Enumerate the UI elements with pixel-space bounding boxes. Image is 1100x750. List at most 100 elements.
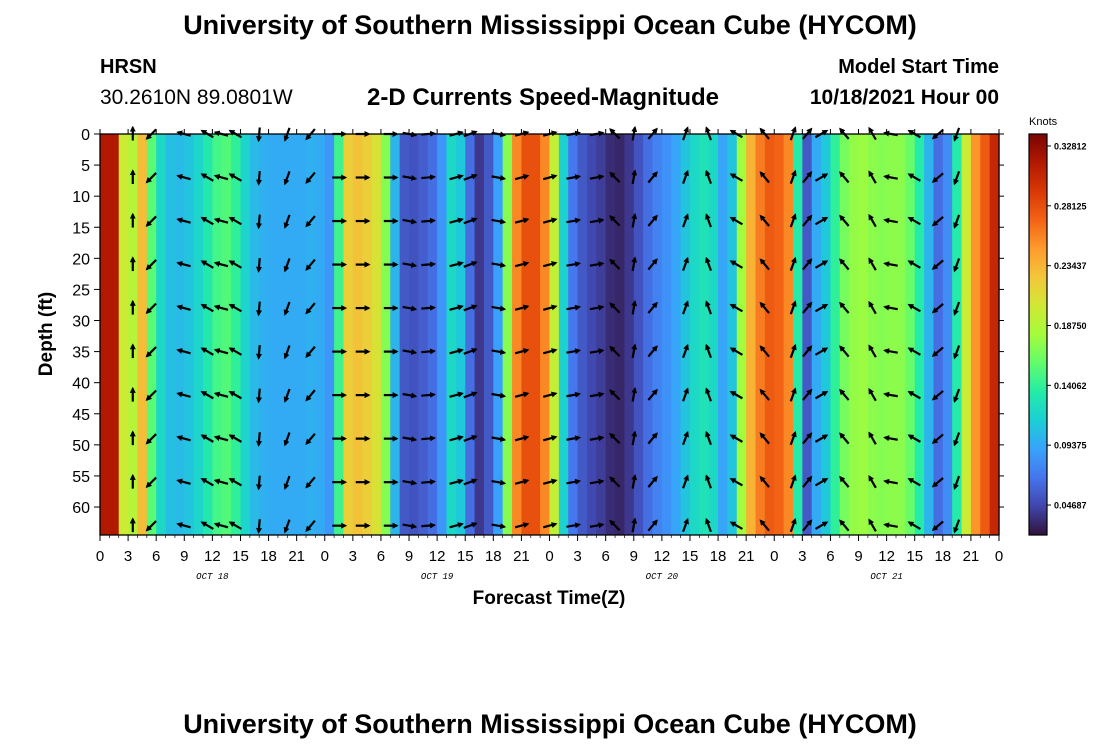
y-tick-label: 35 [72,345,90,362]
current-vector-arrow [402,218,418,225]
heatmap-cell [961,134,972,535]
current-vector-arrow [228,434,242,443]
current-vector-arrow [759,171,770,184]
current-vector-arrow [213,435,229,442]
x-tick-label: 3 [124,548,132,565]
current-vector-arrow [421,261,437,268]
model-start-label: Model Start Time [838,56,999,78]
current-vector-arrow [256,345,262,360]
current-vector-arrow [729,434,743,443]
y-tick-label: 25 [72,282,90,299]
current-vector-arrow [759,301,770,314]
x-tick-label: 15 [906,548,923,565]
x-tick-label: 6 [152,548,160,565]
current-vector-arrow [839,258,850,271]
heatmap-cell [933,134,944,535]
current-vector-arrow [542,522,558,529]
current-vector-arrow [814,390,829,400]
current-vector-arrow [514,391,530,398]
heatmap-cell [371,134,382,535]
current-vector-arrow [802,301,813,314]
heatmap-cell [540,134,551,535]
x-tick-label: 21 [963,548,980,565]
heatmap-cell [399,134,410,535]
heatmap-cell [811,134,822,535]
day-label: OCT 19 [421,572,454,582]
current-vector-arrow [402,174,418,181]
current-vector-arrow [759,475,770,488]
current-vector-arrow [449,522,464,529]
heatmap-cell [952,134,963,535]
x-tick-label: 0 [770,548,778,565]
current-vector-arrow [609,171,621,183]
heatmap-cell [680,134,691,535]
current-vector-arrow [402,523,418,530]
heatmap-cell [849,134,860,535]
x-tick-label: 9 [630,548,638,565]
current-vector-arrow [631,256,638,272]
x-tick-label: 6 [602,548,610,565]
current-vector-arrow [145,433,157,445]
current-vector-arrow [514,435,530,442]
current-vector-arrow [589,217,605,224]
current-vector-arrow [609,476,621,488]
current-vector-arrow [542,348,558,355]
current-vector-arrow [759,519,770,532]
current-vector-arrow [283,171,291,186]
current-vector-arrow [789,169,797,185]
current-vector-arrow [802,432,813,445]
current-vector-arrow [463,478,478,486]
current-vector-arrow [802,258,813,271]
heatmap-cell [324,134,335,535]
heatmap-cell [970,134,981,535]
y-tick-label: 5 [81,158,90,175]
current-vector-arrow [814,216,829,226]
current-vector-arrow [759,388,770,401]
current-vector-arrow [421,217,437,224]
current-vector-arrow [176,174,191,181]
current-vector-arrow [789,300,797,315]
heatmap-cell [240,134,251,535]
current-vector-arrow [931,520,944,532]
heatmap-cell [146,134,157,535]
heatmap-cell [689,134,700,535]
current-vector-arrow [491,305,507,312]
current-vector-arrow [200,216,214,226]
heatmap-cell [334,134,345,535]
x-tick-label: 12 [878,548,895,565]
current-vector-arrow [759,432,770,445]
current-vector-arrow [931,259,944,270]
current-vector-arrow [200,347,214,356]
current-vector-arrow [566,435,582,442]
current-vector-arrow [283,475,291,490]
current-vector-arrow [705,169,712,185]
current-vector-arrow [514,522,530,529]
current-vector-arrow [200,303,214,313]
current-vector-arrow [802,519,813,532]
current-vector-arrow [566,348,582,355]
current-vector-arrow [647,171,658,184]
current-vector-arrow [907,390,921,400]
station-name: HRSN [100,56,157,78]
current-vector-arrow [228,173,242,182]
current-vector-arrow [449,478,464,485]
current-vector-arrow [682,169,689,185]
x-tick-label: 18 [710,548,727,565]
heatmap-cell [418,134,429,535]
current-vector-arrow [402,349,418,355]
current-vector-arrow [491,479,507,486]
current-vector-arrow [814,477,829,487]
current-vector-arrow [682,387,689,402]
heatmap-cell [109,134,120,535]
heatmap-cell [483,134,494,535]
current-vector-arrow [868,474,877,489]
heatmap-cell [558,134,569,535]
heatmap-cell [512,134,523,535]
current-vector-arrow [589,478,605,485]
current-vector-arrow [213,174,229,181]
x-axis-label: Forecast Time(Z) [473,588,626,609]
current-vector-arrow [839,214,850,227]
current-vector-arrow [491,262,507,268]
repeat-chart-title: University of Southern Mississippi Ocean… [183,709,917,739]
